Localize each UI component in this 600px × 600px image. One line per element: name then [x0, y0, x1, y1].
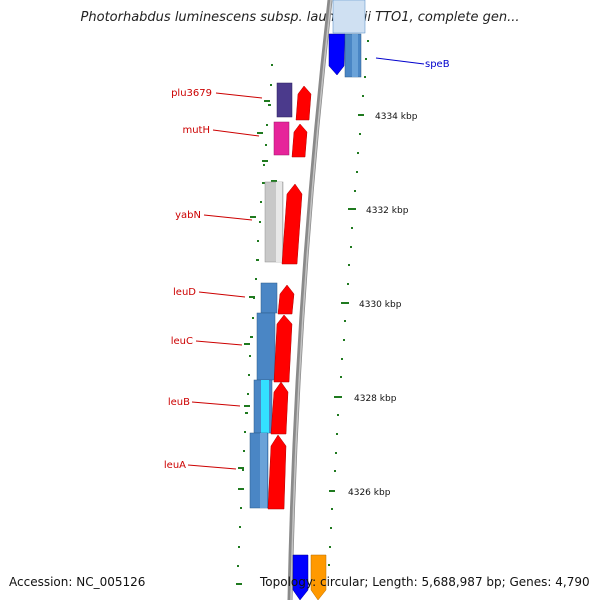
tick-label-4334: 4334 kbp: [375, 112, 418, 122]
gene-arrow-leuC: [273, 314, 293, 383]
gene-arrow-leuD: [277, 284, 295, 315]
gene-tick-marks: [238, 100, 277, 490]
gene-label-mutH: mutH: [182, 125, 210, 136]
map-title: Photorhabdus luminescens subsp. laumondi…: [80, 10, 520, 25]
bottom-genes[interactable]: [292, 554, 327, 600]
tick-label-4326: 4326 kbp: [348, 488, 391, 498]
gene-arrow-mutH: [291, 123, 308, 158]
gene-arrow-leuA: [267, 434, 287, 510]
gene-label-leuC: leuC: [171, 336, 193, 347]
gene-arrow-leuB: [270, 381, 289, 435]
coordinate-labels: 4334 kbp 4332 kbp 4330 kbp 4328 kbp 4326…: [348, 112, 418, 498]
tick-label-4328: 4328 kbp: [354, 394, 397, 404]
gene-leader-lines: [187, 57, 425, 470]
gene-block-leuC: [256, 312, 276, 381]
minus-strand-genes[interactable]: [249, 82, 293, 509]
gene-label-yabN: yabN: [175, 210, 201, 221]
gene-arrow-blue-down: [328, 33, 346, 76]
gene-arrow-plu3679: [295, 85, 312, 121]
gene-block-plu3679: [276, 82, 293, 118]
gene-block-top-light: [332, 0, 366, 34]
gene-label-leuD: leuD: [173, 287, 196, 298]
gene-label-leuA: leuA: [164, 460, 186, 471]
gene-arrow-bottom-blue: [292, 554, 309, 600]
gene-block-mutH: [273, 121, 290, 156]
gene-label-speB: speB: [425, 59, 450, 70]
outer-dotted-ring: [236, 64, 273, 585]
gene-block-leuD: [260, 282, 278, 314]
tick-label-4332: 4332 kbp: [366, 206, 409, 216]
inner-dotted-ring: [328, 40, 369, 566]
genome-backbone: [287, 0, 333, 600]
topology-text: Topology: circular; Length: 5,688,987 bp…: [260, 575, 590, 589]
gene-label-plu3679: plu3679: [171, 88, 212, 99]
accession-text: Accession: NC_005126: [9, 575, 146, 589]
tick-label-4330: 4330 kbp: [359, 300, 402, 310]
gene-label-leuB: leuB: [168, 397, 190, 408]
gene-arrow-yabN: [281, 183, 303, 265]
top-right-genes[interactable]: [328, 0, 366, 78]
gene-labels: speB plu3679 mutH yabN leuD leuC leuB le…: [164, 59, 450, 471]
gene-arrow-bottom-orange: [310, 554, 327, 600]
plus-strand-genes[interactable]: [267, 85, 312, 510]
genome-backbone-shade: [290, 0, 332, 600]
